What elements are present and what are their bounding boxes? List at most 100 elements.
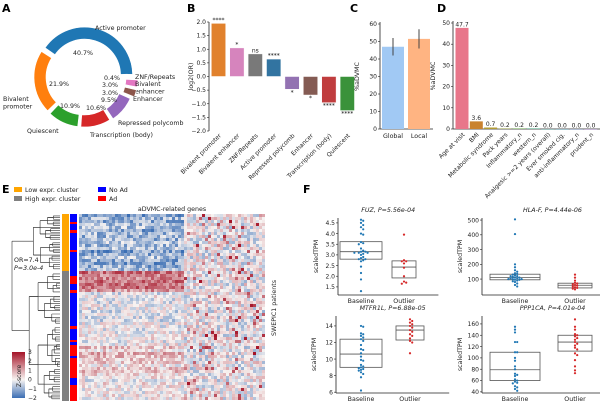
heatmap-cell [172, 223, 175, 226]
heatmap-cell [118, 271, 121, 274]
outlier-data-point [402, 262, 406, 265]
heatmap-cell [112, 298, 115, 301]
heatmap-cell [145, 268, 148, 271]
heatmap-cell [118, 322, 121, 325]
heatmap-cell [172, 283, 175, 286]
heatmap-cell [97, 244, 100, 247]
heatmap-cell [181, 331, 184, 334]
heatmap-cell [262, 358, 265, 361]
heatmap-cell [205, 301, 208, 304]
heatmap-cell [85, 229, 88, 232]
heatmap-cell [112, 292, 115, 295]
heatmap-cell [262, 379, 265, 382]
heatmap-cell [130, 310, 133, 313]
heatmap-cell [202, 358, 205, 361]
heatmap-cell [247, 313, 250, 316]
heatmap-cell [154, 364, 157, 367]
donut-slice [122, 86, 137, 98]
heatmap-cell [91, 307, 94, 310]
heatmap-cell [106, 214, 109, 217]
heatmap-cell [154, 334, 157, 337]
heatmap-cell [100, 298, 103, 301]
heatmap-cell [109, 277, 112, 280]
heatmap-cell [214, 271, 217, 274]
heatmap-cell [208, 280, 211, 283]
heatmap-cell [136, 247, 139, 250]
heatmap-cell [139, 286, 142, 289]
heatmap-cell [184, 373, 187, 376]
heatmap-cell [196, 265, 199, 268]
heatmap-cell [169, 331, 172, 334]
heatmap-cell [130, 370, 133, 373]
heatmap-cell [169, 253, 172, 256]
heatmap-cell [199, 232, 202, 235]
heatmap-cell [148, 304, 151, 307]
heatmap-cell [184, 262, 187, 265]
heatmap-cell [79, 286, 82, 289]
heatmap-cell [106, 238, 109, 241]
heatmap-cell [244, 370, 247, 373]
heatmap-cell [106, 355, 109, 358]
heatmap-cell [190, 310, 193, 313]
heatmap-cell [193, 235, 196, 238]
heatmap-cell [82, 307, 85, 310]
heatmap-cell [166, 382, 169, 385]
heatmap-cell [154, 274, 157, 277]
heatmap-cell [256, 235, 259, 238]
baseline-data-point [513, 378, 517, 381]
heatmap-cell [151, 271, 154, 274]
heatmap-cell [256, 259, 259, 262]
slice-percent-label: 0.4% [104, 75, 120, 82]
heatmap-cell [148, 307, 151, 310]
heatmap-cell [247, 241, 250, 244]
heatmap-cell [118, 376, 121, 379]
heatmap-cell [163, 385, 166, 388]
heatmap-cell [193, 388, 196, 391]
heatmap-cell [100, 373, 103, 376]
heatmap-cell [115, 238, 118, 241]
heatmap-cell [124, 382, 127, 385]
heatmap-cell [94, 346, 97, 349]
heatmap-cell [88, 349, 91, 352]
heatmap-cell [124, 265, 127, 268]
heatmap-cell [256, 376, 259, 379]
heatmap-cell [199, 367, 202, 370]
heatmap-cell [196, 310, 199, 313]
heatmap-cell [100, 397, 103, 400]
heatmap-cell [232, 295, 235, 298]
heatmap-cell [133, 298, 136, 301]
heatmap-cell [190, 226, 193, 229]
heatmap-cell [148, 223, 151, 226]
heatmap-cell [229, 274, 232, 277]
heatmap-cell [109, 334, 112, 337]
heatmap-cell [232, 280, 235, 283]
heatmap-cell [106, 364, 109, 367]
heatmap-cell [199, 247, 202, 250]
dendrogram-leaf [52, 242, 60, 247]
heatmap-cell [184, 298, 187, 301]
heatmap-cell [241, 376, 244, 379]
heatmap-cell [124, 217, 127, 220]
heatmap-cell [109, 241, 112, 244]
heatmap-cell [235, 391, 238, 394]
heatmap-cell [247, 355, 250, 358]
heatmap-cell [178, 376, 181, 379]
heatmap-cell [142, 298, 145, 301]
heatmap-cell [154, 277, 157, 280]
heatmap-cell [184, 397, 187, 400]
heatmap-cell [112, 286, 115, 289]
heatmap-cell [238, 241, 241, 244]
heatmap-cell [193, 313, 196, 316]
heatmap-cell [244, 217, 247, 220]
heatmap-cell [118, 238, 121, 241]
heatmap-cell [133, 313, 136, 316]
heatmap-cell [121, 229, 124, 232]
heatmap-cell [199, 226, 202, 229]
heatmap-cell [238, 292, 241, 295]
heatmap-cell [79, 220, 82, 223]
heatmap-cell [220, 313, 223, 316]
heatmap-cell [175, 391, 178, 394]
